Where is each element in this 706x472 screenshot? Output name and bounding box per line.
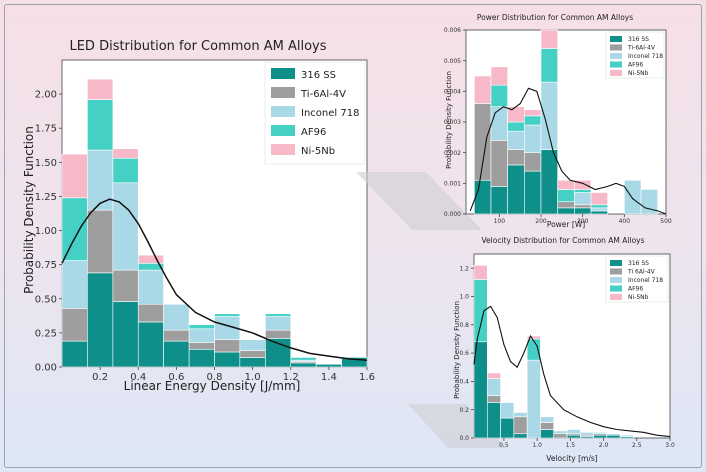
figure-border [4,4,702,468]
